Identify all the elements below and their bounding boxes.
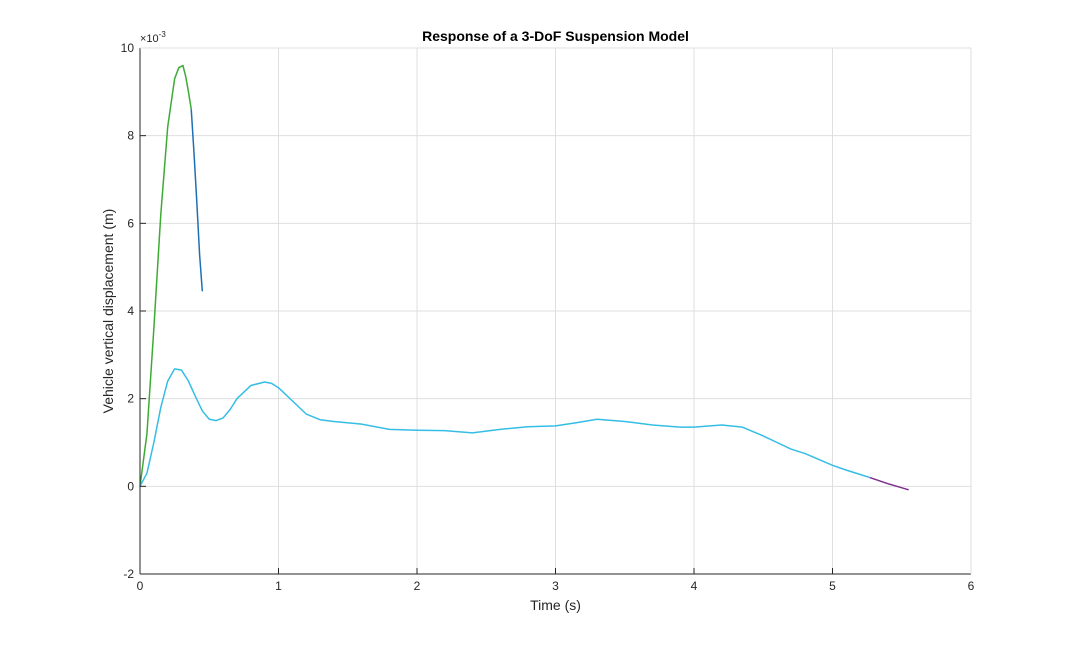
series-line-4 <box>869 476 909 491</box>
y-tick-label: 6 <box>127 216 134 230</box>
y-axis-exponent: ×10-3 <box>140 30 166 45</box>
y-axis-exponent-base: ×10 <box>140 33 159 45</box>
x-tick-label: 5 <box>829 579 836 593</box>
series-group <box>139 64 909 491</box>
x-tick-label: 1 <box>275 579 282 593</box>
x-axis-label: Time (s) <box>530 597 581 613</box>
y-tick-label: -2 <box>123 567 134 581</box>
x-tick-label: 4 <box>691 579 698 593</box>
series-line-3 <box>139 368 871 487</box>
x-tick-label: 0 <box>137 579 144 593</box>
axes <box>139 47 972 575</box>
x-tick-label: 2 <box>414 579 421 593</box>
series-line-1 <box>139 64 192 487</box>
y-axis-label: Vehicle vertical displacement (m) <box>100 209 116 414</box>
y-tick-label: 0 <box>127 479 134 493</box>
y-tick-label: 4 <box>127 304 134 318</box>
chart-title: Response of a 3-DoF Suspension Model <box>422 28 689 44</box>
x-tick-label: 6 <box>968 579 975 593</box>
y-tick-label: 10 <box>121 41 135 55</box>
y-tick-label: 2 <box>127 392 134 406</box>
y-axis-exponent-power: -3 <box>159 30 167 39</box>
series-line-2 <box>190 109 204 292</box>
y-tick-label: 8 <box>127 129 134 143</box>
x-tick-label: 3 <box>552 579 559 593</box>
